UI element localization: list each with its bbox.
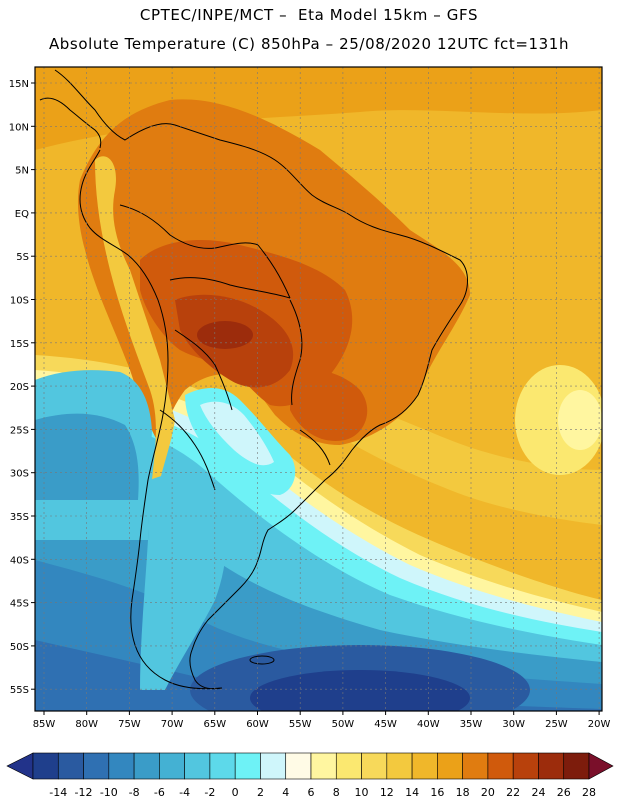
color-scale-labels: -14 -12 -10 -8 -6 -4 -2 0 2 4 6 8 10 12 14 16 18 20 22 24 26… bbox=[49, 786, 596, 799]
latitude-label: 35S bbox=[10, 512, 29, 523]
colorbar-cell bbox=[361, 752, 388, 780]
longitude-label: 75W bbox=[118, 719, 141, 730]
color-scale-bar bbox=[6, 752, 614, 780]
longitude-label: 45W bbox=[374, 719, 397, 730]
longitude-label: 40W bbox=[417, 719, 440, 730]
colorbar-tick-label: 6 bbox=[308, 786, 315, 799]
colorbar-cell bbox=[83, 752, 110, 780]
graticule bbox=[35, 67, 602, 711]
colorbar-high-arrow bbox=[588, 752, 614, 780]
colorbar-cell bbox=[209, 752, 236, 780]
colorbar-cell bbox=[386, 752, 413, 780]
colorbar-tick-label: 8 bbox=[333, 786, 340, 799]
colorbar-cell bbox=[487, 752, 514, 780]
colorbar-tick-label: 10 bbox=[355, 786, 369, 799]
colorbar-tick-label: 4 bbox=[282, 786, 289, 799]
temperature-field bbox=[35, 67, 602, 711]
colorbar-tick-label: 22 bbox=[506, 786, 520, 799]
colorbar-cell bbox=[462, 752, 489, 780]
colorbar-cell bbox=[437, 752, 463, 780]
colorbar-tick-label: 0 bbox=[232, 786, 239, 799]
longitude-label: 60W bbox=[246, 719, 269, 730]
longitude-label: 35W bbox=[460, 719, 483, 730]
colorbar-low-arrow bbox=[6, 752, 34, 780]
colorbar-tick-label: -10 bbox=[100, 786, 118, 799]
colorbar-cell bbox=[411, 752, 438, 780]
longitude-label: 70W bbox=[161, 719, 184, 730]
latitude-labels: 15N 10N 5N EQ 5S 10S 15S 20S 25S 30S 35S 40S 45S 50S 5… bbox=[9, 79, 35, 696]
latitude-label: 5N bbox=[15, 166, 29, 177]
longitude-label: 50W bbox=[332, 719, 355, 730]
colorbar-cell bbox=[57, 752, 84, 780]
longitude-label: 80W bbox=[75, 719, 98, 730]
colorbar-tick-label: -12 bbox=[75, 786, 93, 799]
colorbar-cell bbox=[159, 752, 185, 780]
colorbar-cell bbox=[32, 752, 59, 780]
colorbar-tick-label: 14 bbox=[405, 786, 419, 799]
colorbar-tick-label: 16 bbox=[430, 786, 444, 799]
latitude-label: 25S bbox=[10, 425, 29, 436]
latitude-label: 50S bbox=[10, 642, 29, 653]
latitude-label: 20S bbox=[10, 382, 29, 393]
latitude-label: 45S bbox=[10, 599, 29, 610]
longitude-labels: 85W 80W 75W 70W 65W 60W 55W 50W 45W 40W 35W 30W 25W 2… bbox=[33, 711, 611, 730]
colorbar-cell bbox=[538, 752, 565, 780]
title-line-1: CPTEC/INPE/MCT – Eta Model 15km – GFS bbox=[139, 6, 479, 24]
colorbar-cell bbox=[335, 752, 362, 780]
longitude-label: 55W bbox=[289, 719, 312, 730]
coastline bbox=[39, 69, 468, 690]
longitude-label: 25W bbox=[545, 719, 568, 730]
colorbar-tick-label: -14 bbox=[49, 786, 67, 799]
longitude-label: 85W bbox=[33, 719, 56, 730]
colorbar-tick-label: 20 bbox=[481, 786, 495, 799]
longitude-label: 20W bbox=[588, 719, 611, 730]
longitude-label: 65W bbox=[203, 719, 226, 730]
colorbar-tick-label: 18 bbox=[456, 786, 470, 799]
latitude-label: 15N bbox=[9, 79, 29, 90]
colorbar-cell bbox=[512, 752, 539, 780]
colorbar-tick-label: 12 bbox=[380, 786, 394, 799]
latitude-label: EQ bbox=[15, 209, 29, 220]
colorbar-tick-label: 2 bbox=[257, 786, 264, 799]
colorbar-tick-label: -8 bbox=[129, 786, 140, 799]
latitude-label: 40S bbox=[10, 555, 29, 566]
colorbar-cell bbox=[310, 752, 337, 780]
colorbar-cell bbox=[184, 752, 211, 780]
colorbar-cell bbox=[563, 752, 590, 780]
colorbar-tick-label: 28 bbox=[582, 786, 596, 799]
colorbar-cell bbox=[108, 752, 135, 780]
map-frame bbox=[34, 66, 603, 712]
latitude-label: 10S bbox=[10, 296, 29, 307]
colorbar-tick-label: -4 bbox=[179, 786, 190, 799]
colorbar-cell bbox=[260, 752, 287, 780]
latitude-label: 30S bbox=[10, 469, 29, 480]
colorbar-tick-label: 24 bbox=[531, 786, 545, 799]
colorbar-cell bbox=[234, 752, 261, 780]
colorbar-cell bbox=[285, 752, 312, 780]
latitude-label: 15S bbox=[10, 339, 29, 350]
colorbar-tick-label: 26 bbox=[557, 786, 571, 799]
colorbar-tick-label: -6 bbox=[154, 786, 165, 799]
colorbar-tick-label: -2 bbox=[204, 786, 215, 799]
latitude-label: 10N bbox=[9, 122, 29, 133]
title-line-2: Absolute Temperature (C) 850hPa – 25/08/… bbox=[48, 35, 570, 53]
latitude-label: 55S bbox=[10, 685, 29, 696]
latitude-label: 5S bbox=[16, 252, 29, 263]
colorbar-cell bbox=[133, 752, 160, 780]
longitude-label: 30W bbox=[502, 719, 525, 730]
